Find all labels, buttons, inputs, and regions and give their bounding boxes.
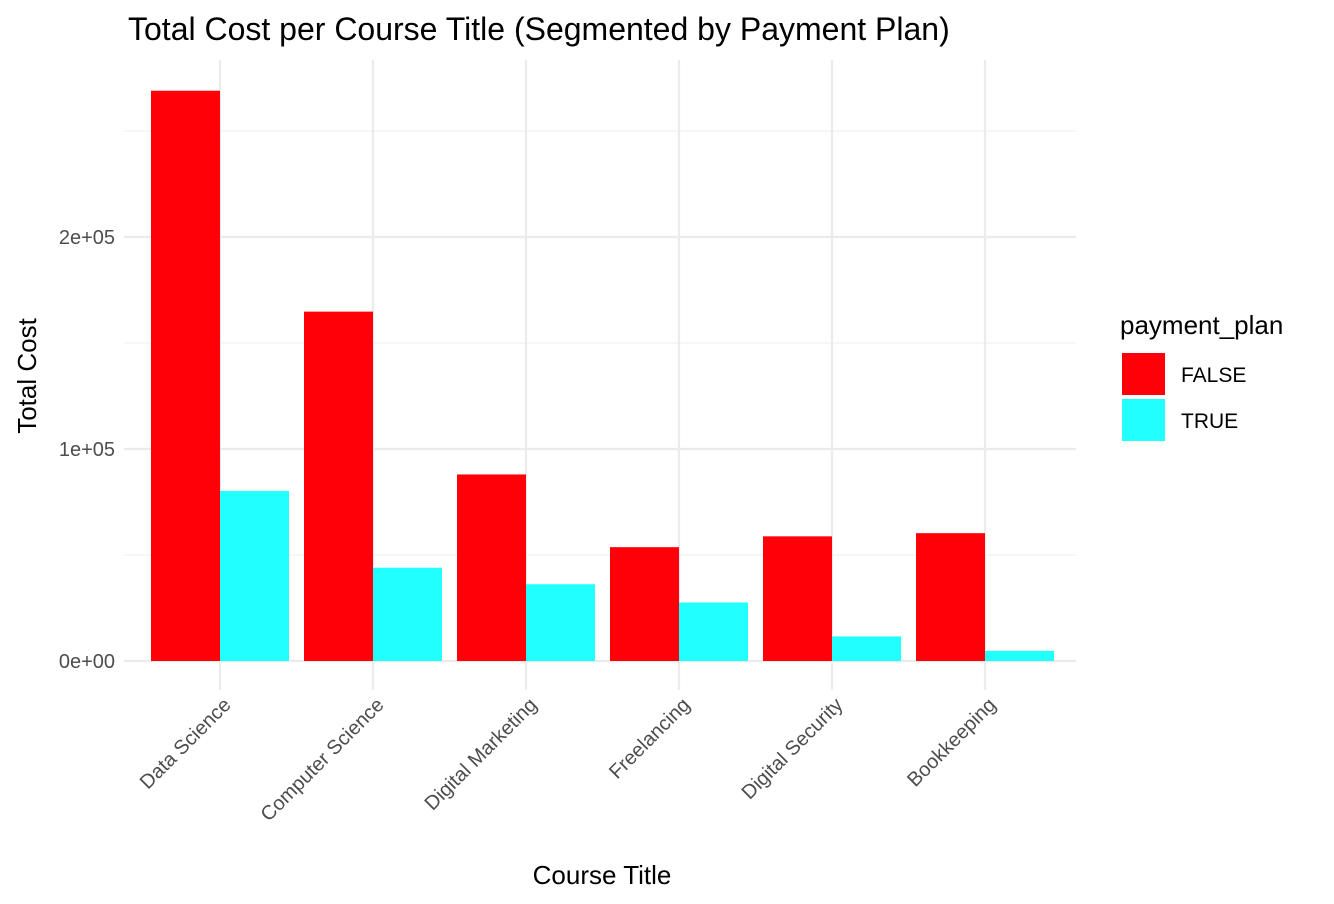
x-tick-label: Digital Marketing xyxy=(421,694,542,815)
bar-true-computer-science xyxy=(373,567,442,661)
x-axis-title: Course Title xyxy=(533,860,672,890)
x-tick-label: Freelancing xyxy=(605,694,694,783)
bar-false-computer-science xyxy=(304,311,373,661)
legend: payment_plan FALSE TRUE xyxy=(1120,310,1283,441)
bar-false-data-science xyxy=(151,90,220,662)
y-axis-ticks: 0e+00 1e+05 2e+05 xyxy=(59,227,115,673)
chart-title: Total Cost per Course Title (Segmented b… xyxy=(128,11,950,47)
bar-true-digital-security xyxy=(832,636,901,661)
x-tick-label: Computer Science xyxy=(257,694,389,826)
bar-true-bookkeeping xyxy=(985,650,1054,661)
legend-label-true: TRUE xyxy=(1181,410,1238,433)
x-tick-label: Bookkeeping xyxy=(903,694,1000,791)
legend-swatch-false xyxy=(1122,353,1165,395)
x-axis-ticks: Data Science Computer Science Digital Mark… xyxy=(136,694,1001,826)
legend-label-false: FALSE xyxy=(1181,364,1246,387)
y-axis-title: Total Cost xyxy=(12,317,42,433)
bar-false-digital-marketing xyxy=(457,474,526,661)
x-tick-label: Digital Security xyxy=(738,694,848,804)
bar-false-freelancing xyxy=(610,547,679,661)
y-tick-label: 2e+05 xyxy=(59,227,115,249)
legend-title: payment_plan xyxy=(1120,310,1283,340)
bar-true-freelancing xyxy=(679,602,748,661)
bars xyxy=(151,90,1054,662)
bar-false-digital-security xyxy=(763,536,832,661)
bar-true-data-science xyxy=(220,490,289,661)
legend-items: FALSE TRUE xyxy=(1122,353,1246,441)
bar-true-digital-marketing xyxy=(526,584,595,661)
bar-false-bookkeeping xyxy=(916,533,985,661)
y-tick-label: 0e+00 xyxy=(59,651,115,673)
y-tick-label: 1e+05 xyxy=(59,439,115,461)
legend-swatch-true xyxy=(1122,399,1165,441)
x-tick-label: Data Science xyxy=(136,694,236,794)
